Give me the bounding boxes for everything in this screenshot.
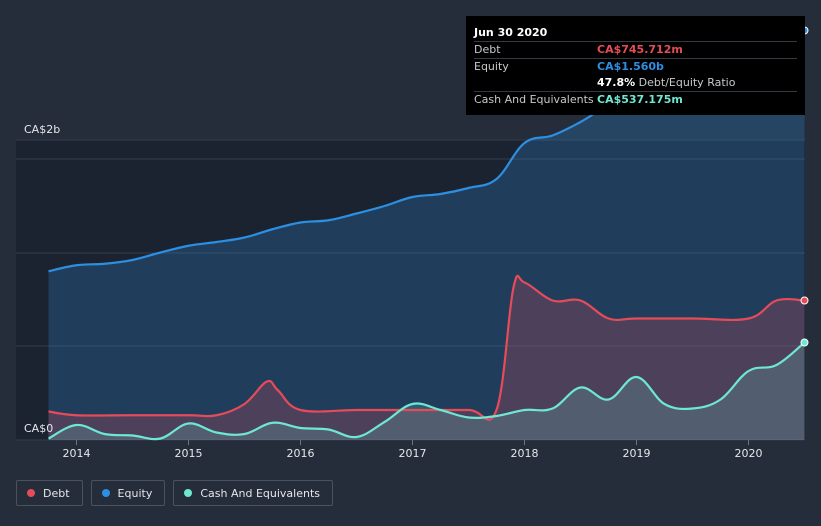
cash-and-equivalents-line (47, 341, 806, 441)
tooltip-label: Debt (474, 43, 501, 56)
debt-area (48, 275, 805, 440)
tooltip-label (474, 75, 597, 91)
tooltip-row-equity: Equity CA$1.560b (474, 58, 797, 75)
tooltip-label: Equity (474, 60, 509, 73)
tooltip: Jun 30 2020 Debt CA$745.712m Equity CA$1… (466, 16, 805, 115)
y-axis-bottom-label: CA$0 (24, 422, 53, 435)
x-tick-label: 2020 (735, 447, 763, 460)
tooltip-value: 47.8% (597, 76, 636, 89)
legend-label: Cash And Equivalents (200, 486, 320, 500)
legend-label: Debt (43, 486, 70, 500)
debt-endpoint[interactable] (800, 296, 809, 305)
x-tick-label: 2017 (399, 447, 427, 460)
legend-dot-icon (27, 489, 35, 497)
tooltip-subtext: Debt/Equity Ratio (638, 76, 736, 89)
x-axis-ticks: 2014 2015 2016 2017 2018 2019 2020 (63, 440, 763, 460)
legend-item-cash[interactable]: Cash And Equivalents (173, 480, 333, 506)
tooltip-date: Jun 30 2020 (474, 26, 548, 39)
tooltip-row-ratio: 47.8% Debt/Equity Ratio (474, 75, 797, 91)
series-areas (48, 29, 805, 440)
x-tick-label: 2014 (63, 447, 91, 460)
gridlines (16, 139, 805, 441)
cash-and-equivalents-endpoint[interactable] (800, 338, 809, 347)
y-axis-top-label: CA$2b (24, 123, 60, 136)
debt-line (48, 274, 805, 421)
tooltip-row-cash: Cash And Equivalents CA$537.175m (474, 91, 797, 108)
cash-and-equivalents-area (48, 342, 805, 440)
plot-background (16, 140, 805, 440)
x-tick-label: 2015 (175, 447, 203, 460)
legend-item-debt[interactable]: Debt (16, 480, 83, 506)
legend-dot-icon (184, 489, 193, 497)
tooltip-value: CA$537.175m (597, 93, 683, 106)
tooltip-value: CA$1.560b (597, 60, 664, 73)
legend: Debt Equity Cash And Equivalents (16, 480, 333, 506)
x-tick-label: 2019 (623, 447, 651, 460)
legend-item-equity[interactable]: Equity (90, 480, 166, 506)
legend-dot-icon (101, 489, 110, 497)
tooltip-row-debt: Debt CA$745.712m (474, 41, 797, 58)
x-tick-label: 2018 (511, 447, 539, 460)
equity-area (48, 29, 805, 440)
tooltip-label: Cash And Equivalents (474, 93, 594, 106)
legend-label: Equity (117, 486, 153, 500)
tooltip-value: CA$745.712m (597, 43, 683, 56)
x-tick-label: 2016 (287, 447, 315, 460)
